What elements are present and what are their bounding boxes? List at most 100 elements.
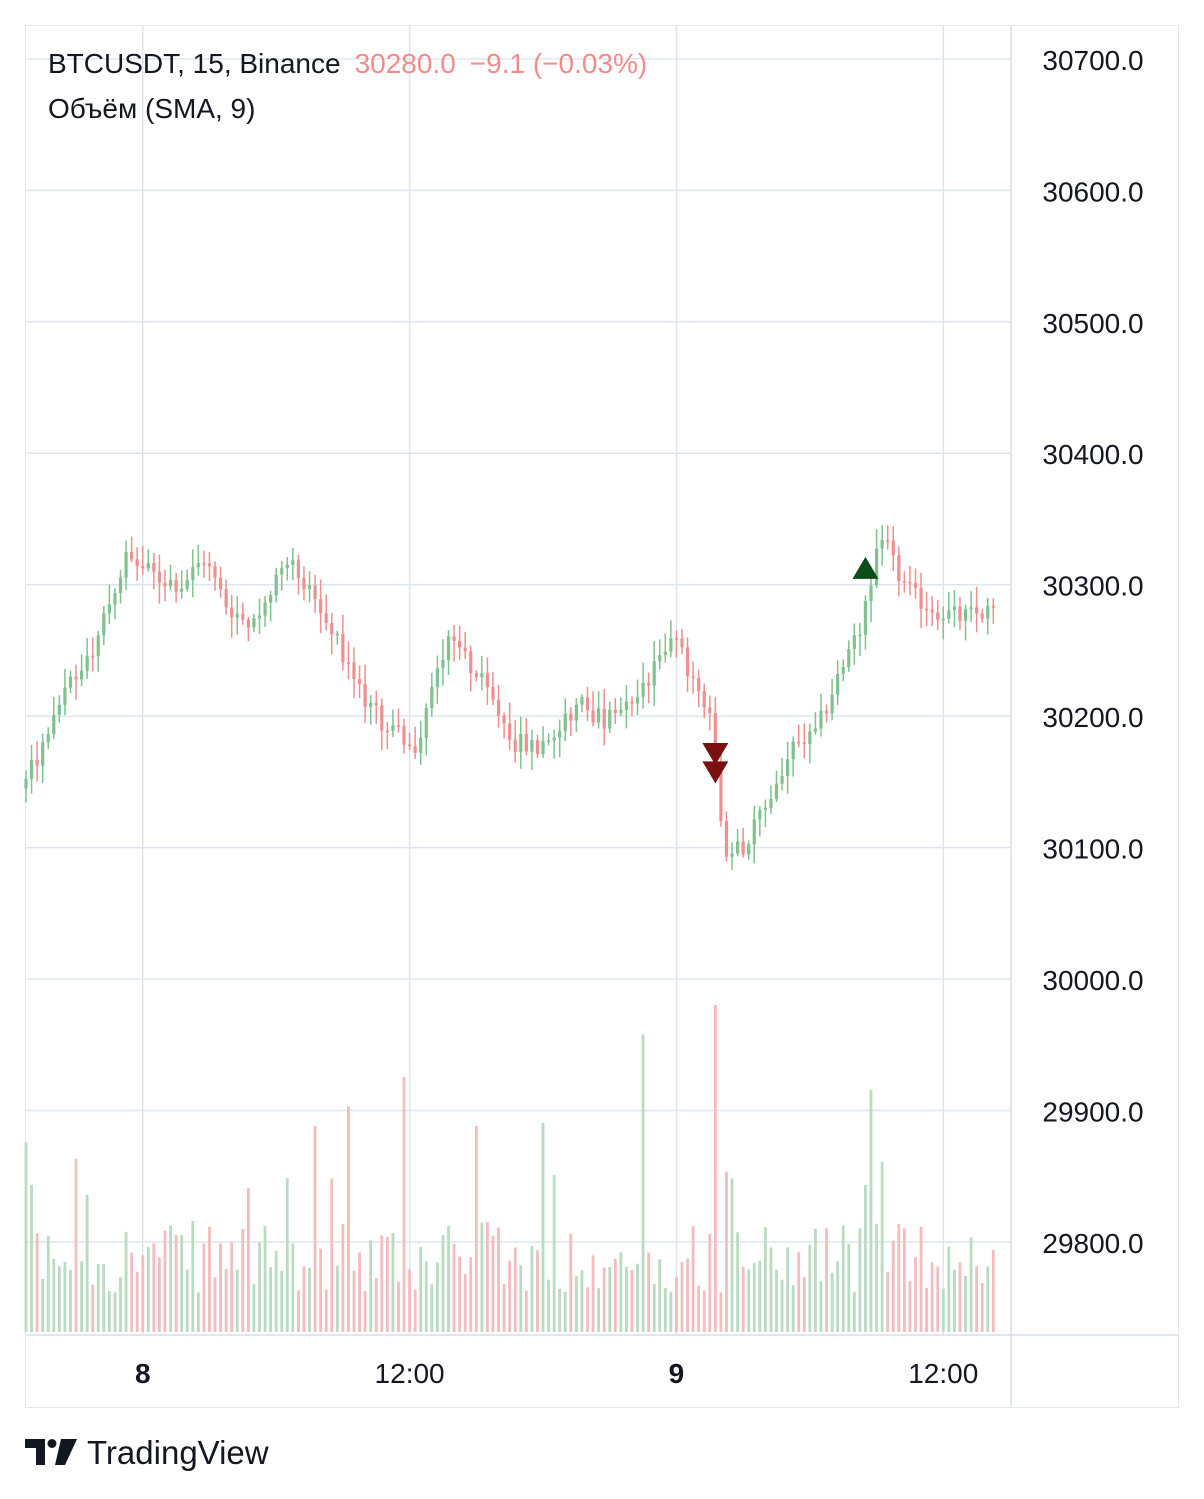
candle-body: [841, 667, 845, 674]
candle-body: [469, 651, 473, 674]
volume-bar: [619, 1252, 623, 1332]
volume-bar: [880, 1161, 884, 1332]
candle-body: [196, 563, 200, 568]
volume-bar: [652, 1283, 656, 1332]
candle-body: [563, 713, 567, 732]
volume-bar: [891, 1240, 895, 1332]
candle-body: [930, 609, 934, 613]
y-tick-label: 30600.0: [1042, 176, 1143, 207]
candle-body: [580, 697, 584, 705]
volume-bar: [630, 1270, 634, 1332]
volume-bar: [780, 1279, 784, 1332]
grid: [26, 26, 1010, 1334]
volume-bar: [663, 1287, 667, 1332]
volume-bar: [958, 1262, 962, 1332]
x-tick-label: 9: [669, 1358, 685, 1389]
y-tick-label: 30200.0: [1042, 702, 1143, 733]
candle-body: [558, 731, 562, 738]
volume-bar: [930, 1262, 934, 1332]
candle-body: [697, 678, 701, 691]
candle-body: [458, 640, 462, 648]
volume-bar: [541, 1122, 545, 1332]
y-tick-label: 30500.0: [1042, 308, 1143, 339]
candle-body: [758, 810, 762, 820]
tradingview-logo[interactable]: TradingView: [25, 1434, 269, 1472]
candle-body: [963, 609, 968, 621]
volume-bar: [708, 1233, 712, 1332]
volume-bar: [219, 1243, 222, 1332]
volume-bar: [508, 1260, 512, 1332]
y-tick-label: 30400.0: [1042, 439, 1143, 470]
candle-body: [346, 662, 351, 664]
candle-body: [969, 607, 973, 610]
volume-bar: [791, 1285, 795, 1332]
volume-bar: [313, 1125, 317, 1332]
candle-body: [908, 582, 912, 584]
candle-body: [257, 615, 262, 619]
volume-bar: [886, 1271, 890, 1332]
volume-bar: [908, 1280, 912, 1332]
volume-bar: [536, 1250, 539, 1332]
volume-bar: [358, 1252, 361, 1332]
volume-bar: [914, 1257, 917, 1332]
volume-bar: [352, 1270, 356, 1332]
candle-body: [324, 613, 328, 623]
candle-body: [29, 759, 34, 779]
volume-bar: [641, 1034, 645, 1332]
candle-body: [502, 715, 506, 724]
volume-bar: [686, 1258, 689, 1332]
x-tick-label: 8: [135, 1358, 151, 1389]
candle-body: [524, 733, 528, 752]
volume-bar: [491, 1235, 495, 1332]
volume-bar: [408, 1269, 411, 1332]
candle-body: [824, 710, 829, 714]
candle-body: [541, 741, 545, 754]
volume-bar: [163, 1230, 167, 1332]
candle-body: [174, 579, 178, 592]
volume-bar: [852, 1292, 856, 1332]
candle-body: [130, 552, 134, 560]
volume-bar: [463, 1273, 467, 1332]
chart-frame: [25, 25, 1179, 1408]
volume-bar: [925, 1288, 929, 1332]
volume-bar: [185, 1269, 189, 1332]
candle-body: [702, 690, 706, 708]
volume-bar: [864, 1184, 867, 1332]
volume-bar: [263, 1226, 267, 1332]
volume-bar: [419, 1246, 423, 1332]
candle-body: [218, 577, 223, 590]
volume-bar: [413, 1289, 417, 1332]
volume-bar: [713, 1005, 717, 1332]
candle-body: [302, 577, 306, 590]
volume-bar: [52, 1258, 56, 1332]
candle-body: [602, 708, 606, 729]
candle-body: [102, 613, 106, 636]
candle-body: [569, 713, 573, 721]
candle-body: [847, 649, 851, 668]
candle-body: [68, 676, 73, 688]
volume-bar: [80, 1261, 83, 1332]
volume-bar: [547, 1279, 550, 1332]
candle-body: [735, 841, 740, 854]
candle-body: [91, 655, 95, 658]
volume-bar: [758, 1260, 762, 1332]
volume-bar: [802, 1277, 806, 1332]
volume-bar: [941, 1288, 945, 1332]
candle-body: [685, 647, 690, 677]
candle-body: [513, 739, 517, 752]
candle-body: [79, 670, 84, 680]
volume-bar: [291, 1243, 295, 1332]
candle-body: [363, 683, 367, 707]
volume-bar: [658, 1259, 662, 1332]
candle-body: [774, 783, 779, 799]
candle-body: [663, 651, 667, 655]
legend-symbol-row: BTCUSDT, 15, Binance 30280.0 −9.1 (−0.03%): [48, 48, 647, 80]
volume-bar: [752, 1262, 756, 1332]
volume-bar: [513, 1247, 517, 1332]
volume-bar: [258, 1242, 261, 1332]
y-tick-label: 30300.0: [1042, 571, 1143, 602]
candle-body: [235, 613, 239, 618]
volume-bar: [530, 1245, 534, 1332]
candle-body: [463, 647, 467, 652]
